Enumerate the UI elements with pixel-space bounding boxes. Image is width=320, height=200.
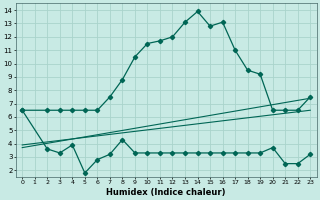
X-axis label: Humidex (Indice chaleur): Humidex (Indice chaleur) [107,188,226,197]
